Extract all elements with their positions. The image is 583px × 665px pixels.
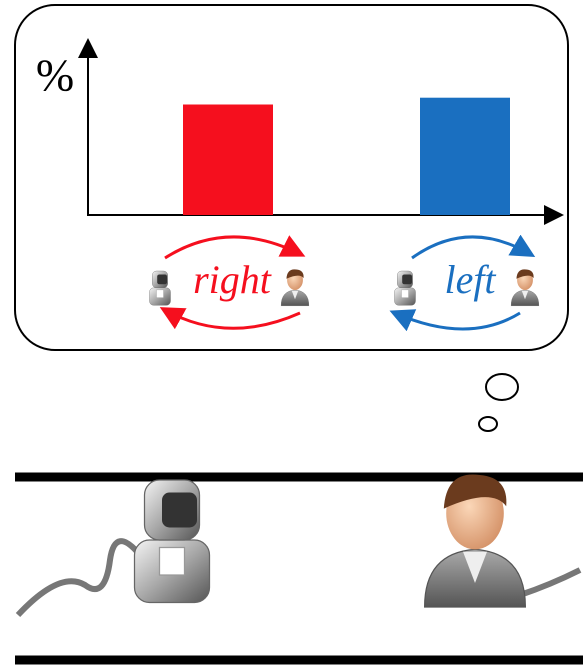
swap-arrows xyxy=(159,234,536,332)
bar xyxy=(420,97,510,215)
category-label: left xyxy=(444,257,496,302)
bar xyxy=(183,104,273,215)
person-cable xyxy=(519,567,582,598)
y-axis-label: % xyxy=(36,50,74,101)
robot xyxy=(133,479,211,604)
category-label: right xyxy=(193,257,272,302)
bubbles xyxy=(478,373,519,432)
robot-cable xyxy=(15,538,143,618)
thought-panel xyxy=(14,4,569,351)
person xyxy=(424,473,527,608)
